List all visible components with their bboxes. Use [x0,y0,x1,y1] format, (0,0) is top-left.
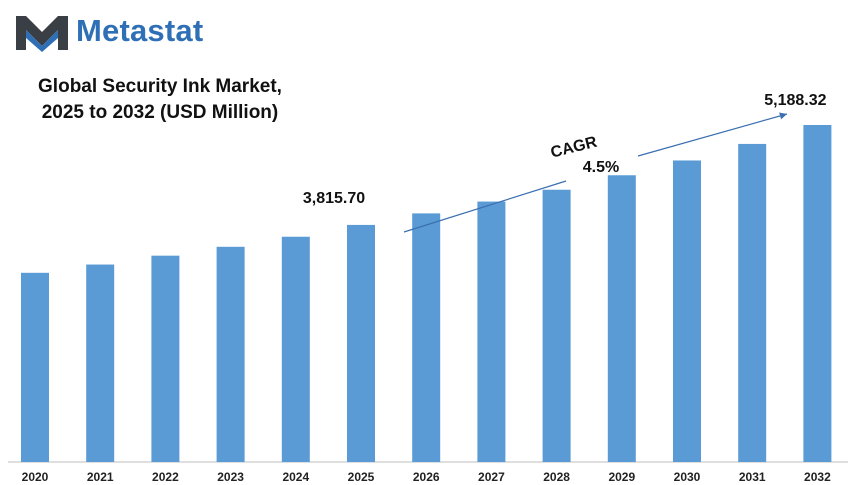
chart-title-line-2: 2025 to 2032 (USD Million) [41,102,279,123]
x-tick-label-2031: 2031 [739,470,766,484]
x-tick-label-2026: 2026 [413,470,440,484]
bar-2025 [347,224,375,462]
cagr-value: 4.5% [583,159,619,176]
x-tick-label-2032: 2032 [804,470,831,484]
bar-2030 [673,160,701,462]
bar-2022 [151,255,180,462]
bar-2023 [216,246,245,462]
bar-2028 [542,189,571,462]
cagr-arrow-segment-1 [403,180,567,233]
bar-2020 [21,272,49,462]
bar-2021 [86,264,115,462]
cagr-arrow-segment-2 [637,112,788,157]
data-label-2032: 5,188.32 [764,92,826,109]
bar-2031 [738,143,767,462]
brand-logo: Metastat [14,10,244,54]
bar-2027 [477,201,506,463]
x-tick-label-2024: 2024 [282,470,309,484]
cagr-label: CAGR [549,134,599,162]
x-tick-label-2028: 2028 [543,470,570,484]
x-tick-label-2030: 2030 [674,470,701,484]
brand-name: Metastat [76,13,204,48]
x-tick-label-2021: 2021 [87,470,114,484]
x-tick-label-2027: 2027 [478,470,505,484]
chart-title: Global Security Ink Market, 2025 to 2032… [10,74,310,126]
data-label-2025: 3,815.70 [303,190,365,207]
x-tick-label-2029: 2029 [608,470,635,484]
x-tick-label-2025: 2025 [348,470,375,484]
x-tick-label-2022: 2022 [152,470,179,484]
bar-2024 [281,236,310,462]
bar-2029 [607,175,636,462]
metastat-m-logo-icon [16,16,68,52]
x-tick-label-2023: 2023 [217,470,244,484]
chart-title-line-1: Global Security Ink Market, [38,76,282,97]
bar-2026 [412,213,441,462]
x-tick-label-2020: 2020 [22,470,49,484]
bar-2032 [803,125,832,462]
